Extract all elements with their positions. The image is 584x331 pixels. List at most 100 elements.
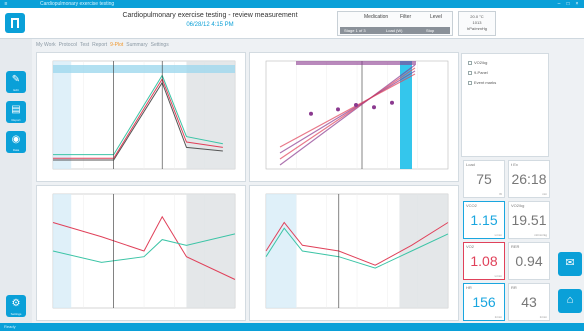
report-button-label: Report bbox=[11, 118, 21, 122]
value-tile[interactable]: t Ex 26:18 min bbox=[508, 160, 550, 198]
pencil-icon: ✎ bbox=[11, 74, 21, 85]
filter-label: Filter bbox=[400, 14, 412, 20]
value-tile[interactable]: Load 75 W bbox=[463, 160, 505, 198]
load-label: Load (W) bbox=[386, 28, 403, 33]
breadcrumb-item[interactable]: Test bbox=[79, 42, 90, 48]
tile-label: RER bbox=[511, 244, 520, 249]
close-icon[interactable]: × bbox=[575, 1, 579, 7]
scatter-point bbox=[390, 100, 394, 105]
chart-bottom-right-plot bbox=[265, 193, 449, 309]
tile-unit: L/min bbox=[494, 274, 502, 278]
chat-button[interactable]: ✉ bbox=[558, 252, 582, 276]
chart-bottom-left[interactable] bbox=[36, 185, 246, 321]
option-label: 9-Panel bbox=[474, 70, 488, 75]
stage-label: Stage 1 of 3 bbox=[344, 28, 366, 33]
window-menu-icon[interactable]: ≡ bbox=[4, 1, 8, 7]
scatter-point bbox=[372, 105, 376, 110]
edit-button-label: Edit bbox=[13, 88, 19, 92]
value-tile[interactable]: HR 156 1/min bbox=[463, 283, 505, 321]
chat-icon: ✉ bbox=[565, 257, 575, 269]
value-tile[interactable]: VO2 1.08 L/min bbox=[463, 242, 505, 280]
tile-label: HR bbox=[466, 285, 472, 290]
target-band bbox=[53, 65, 235, 73]
report-button[interactable]: ▤ Report bbox=[6, 101, 26, 123]
chart-top-left[interactable] bbox=[36, 52, 246, 182]
option-label: Event marks bbox=[474, 80, 497, 85]
option-9-panel[interactable]: 9-Panel bbox=[468, 70, 488, 75]
breadcrumb-item[interactable]: My Work bbox=[36, 42, 56, 48]
value-tile[interactable]: VCO2 1.15 L/min bbox=[463, 201, 505, 239]
tile-unit: W bbox=[499, 192, 502, 196]
scatter-point bbox=[354, 103, 358, 107]
regression-line bbox=[279, 70, 416, 154]
phase-band bbox=[53, 194, 72, 308]
tile-unit: 1/min bbox=[494, 315, 502, 319]
stop-label: Stop bbox=[426, 28, 435, 33]
data-button-label: Data bbox=[12, 148, 20, 152]
tile-label: RR bbox=[511, 285, 517, 290]
regression-line bbox=[279, 73, 416, 148]
plot-options-panel: VO2/kg 9-Panel Event marks bbox=[461, 53, 549, 157]
option-event-marks[interactable]: Event marks bbox=[468, 80, 496, 85]
breadcrumb: My Work Protocol Test Report 9-Plot Summary Se… bbox=[36, 42, 172, 48]
tile-label: VO2 bbox=[466, 244, 475, 249]
home-button[interactable]: ⌂ bbox=[558, 289, 582, 313]
tile-value: 26:18 bbox=[511, 171, 547, 187]
breadcrumb-item[interactable]: Summary bbox=[126, 42, 148, 48]
phase-band bbox=[186, 61, 235, 169]
tile-label: VCO2 bbox=[466, 203, 477, 208]
measurement-date: 06/28/12 4:15 PM bbox=[186, 22, 234, 28]
gear-icon: ⚙ bbox=[11, 298, 21, 309]
app-logo-icon[interactable] bbox=[5, 13, 25, 33]
medication-label: Medication bbox=[364, 14, 389, 20]
phase-band bbox=[186, 194, 235, 308]
series-line bbox=[52, 233, 236, 263]
chart-bottom-right[interactable] bbox=[249, 185, 459, 321]
minimize-icon[interactable]: – bbox=[557, 1, 561, 7]
scatter-point bbox=[309, 111, 313, 116]
tile-label: VO2/kg bbox=[511, 203, 525, 208]
checkbox-icon bbox=[468, 80, 472, 85]
title-bar-text: Cardiopulmonary exercise testing bbox=[40, 1, 115, 7]
breadcrumb-item[interactable]: Report bbox=[92, 42, 108, 48]
tile-unit: 1/min bbox=[539, 315, 547, 319]
page-title: Cardiopulmonary exercise testing - revie… bbox=[122, 12, 298, 19]
database-icon: ◉ bbox=[11, 134, 21, 145]
option-vo2kg[interactable]: VO2/kg bbox=[468, 60, 487, 65]
status-bar: Ready bbox=[0, 323, 584, 331]
chart-top-left-plot bbox=[52, 60, 236, 170]
tile-label: t Ex bbox=[511, 162, 518, 167]
checkbox-icon bbox=[468, 60, 472, 65]
tile-value: 1.08 bbox=[470, 253, 498, 269]
value-tile[interactable]: RER 0.94 bbox=[508, 242, 550, 280]
value-tile[interactable]: VO2/kg 19.51 ml/min/kg bbox=[508, 201, 550, 239]
settings-button[interactable]: ⚙ Settings bbox=[6, 295, 26, 317]
tile-value: 1.15 bbox=[470, 212, 498, 228]
tile-unit: ml/min/kg bbox=[534, 233, 547, 237]
maximize-icon[interactable]: □ bbox=[566, 1, 570, 7]
tile-label: Load bbox=[466, 162, 475, 167]
breadcrumb-item[interactable]: 9-Plot bbox=[110, 42, 124, 48]
option-label: VO2/kg bbox=[474, 60, 488, 65]
ambient-temperature: 20.0 °C bbox=[470, 14, 484, 19]
breadcrumb-item[interactable]: Settings bbox=[150, 42, 169, 48]
breadcrumb-item[interactable]: Protocol bbox=[58, 42, 77, 48]
tile-unit: L/min bbox=[494, 233, 502, 237]
stage-strip[interactable]: Stage 1 of 3 Load (W) Stop bbox=[340, 27, 450, 34]
tile-unit: min bbox=[542, 192, 547, 196]
chart-top-right[interactable] bbox=[249, 52, 459, 182]
left-sidebar: ✎ Edit ▤ Report ◉ Data ⚙ Settings bbox=[0, 39, 32, 323]
phase-band bbox=[399, 194, 448, 308]
regression-line bbox=[279, 64, 416, 166]
tile-value: 156 bbox=[472, 294, 496, 310]
edit-button[interactable]: ✎ Edit bbox=[6, 71, 26, 93]
phase-band bbox=[53, 61, 72, 169]
chart-top-right-plot bbox=[265, 60, 449, 170]
tile-value: 75 bbox=[476, 171, 492, 187]
value-tile[interactable]: RR 43 1/min bbox=[508, 283, 550, 321]
regression-line bbox=[279, 67, 416, 160]
document-icon: ▤ bbox=[11, 104, 21, 115]
scatter-point bbox=[336, 107, 340, 112]
data-button[interactable]: ◉ Data bbox=[6, 131, 26, 153]
